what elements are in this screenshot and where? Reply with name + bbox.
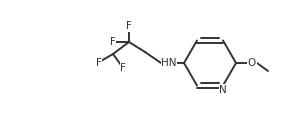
Text: F: F xyxy=(110,37,116,47)
Text: N: N xyxy=(219,84,227,94)
Text: HN: HN xyxy=(161,58,177,68)
Text: O: O xyxy=(248,58,256,68)
Text: F: F xyxy=(96,58,102,68)
Text: F: F xyxy=(126,21,132,31)
Text: F: F xyxy=(120,63,126,73)
